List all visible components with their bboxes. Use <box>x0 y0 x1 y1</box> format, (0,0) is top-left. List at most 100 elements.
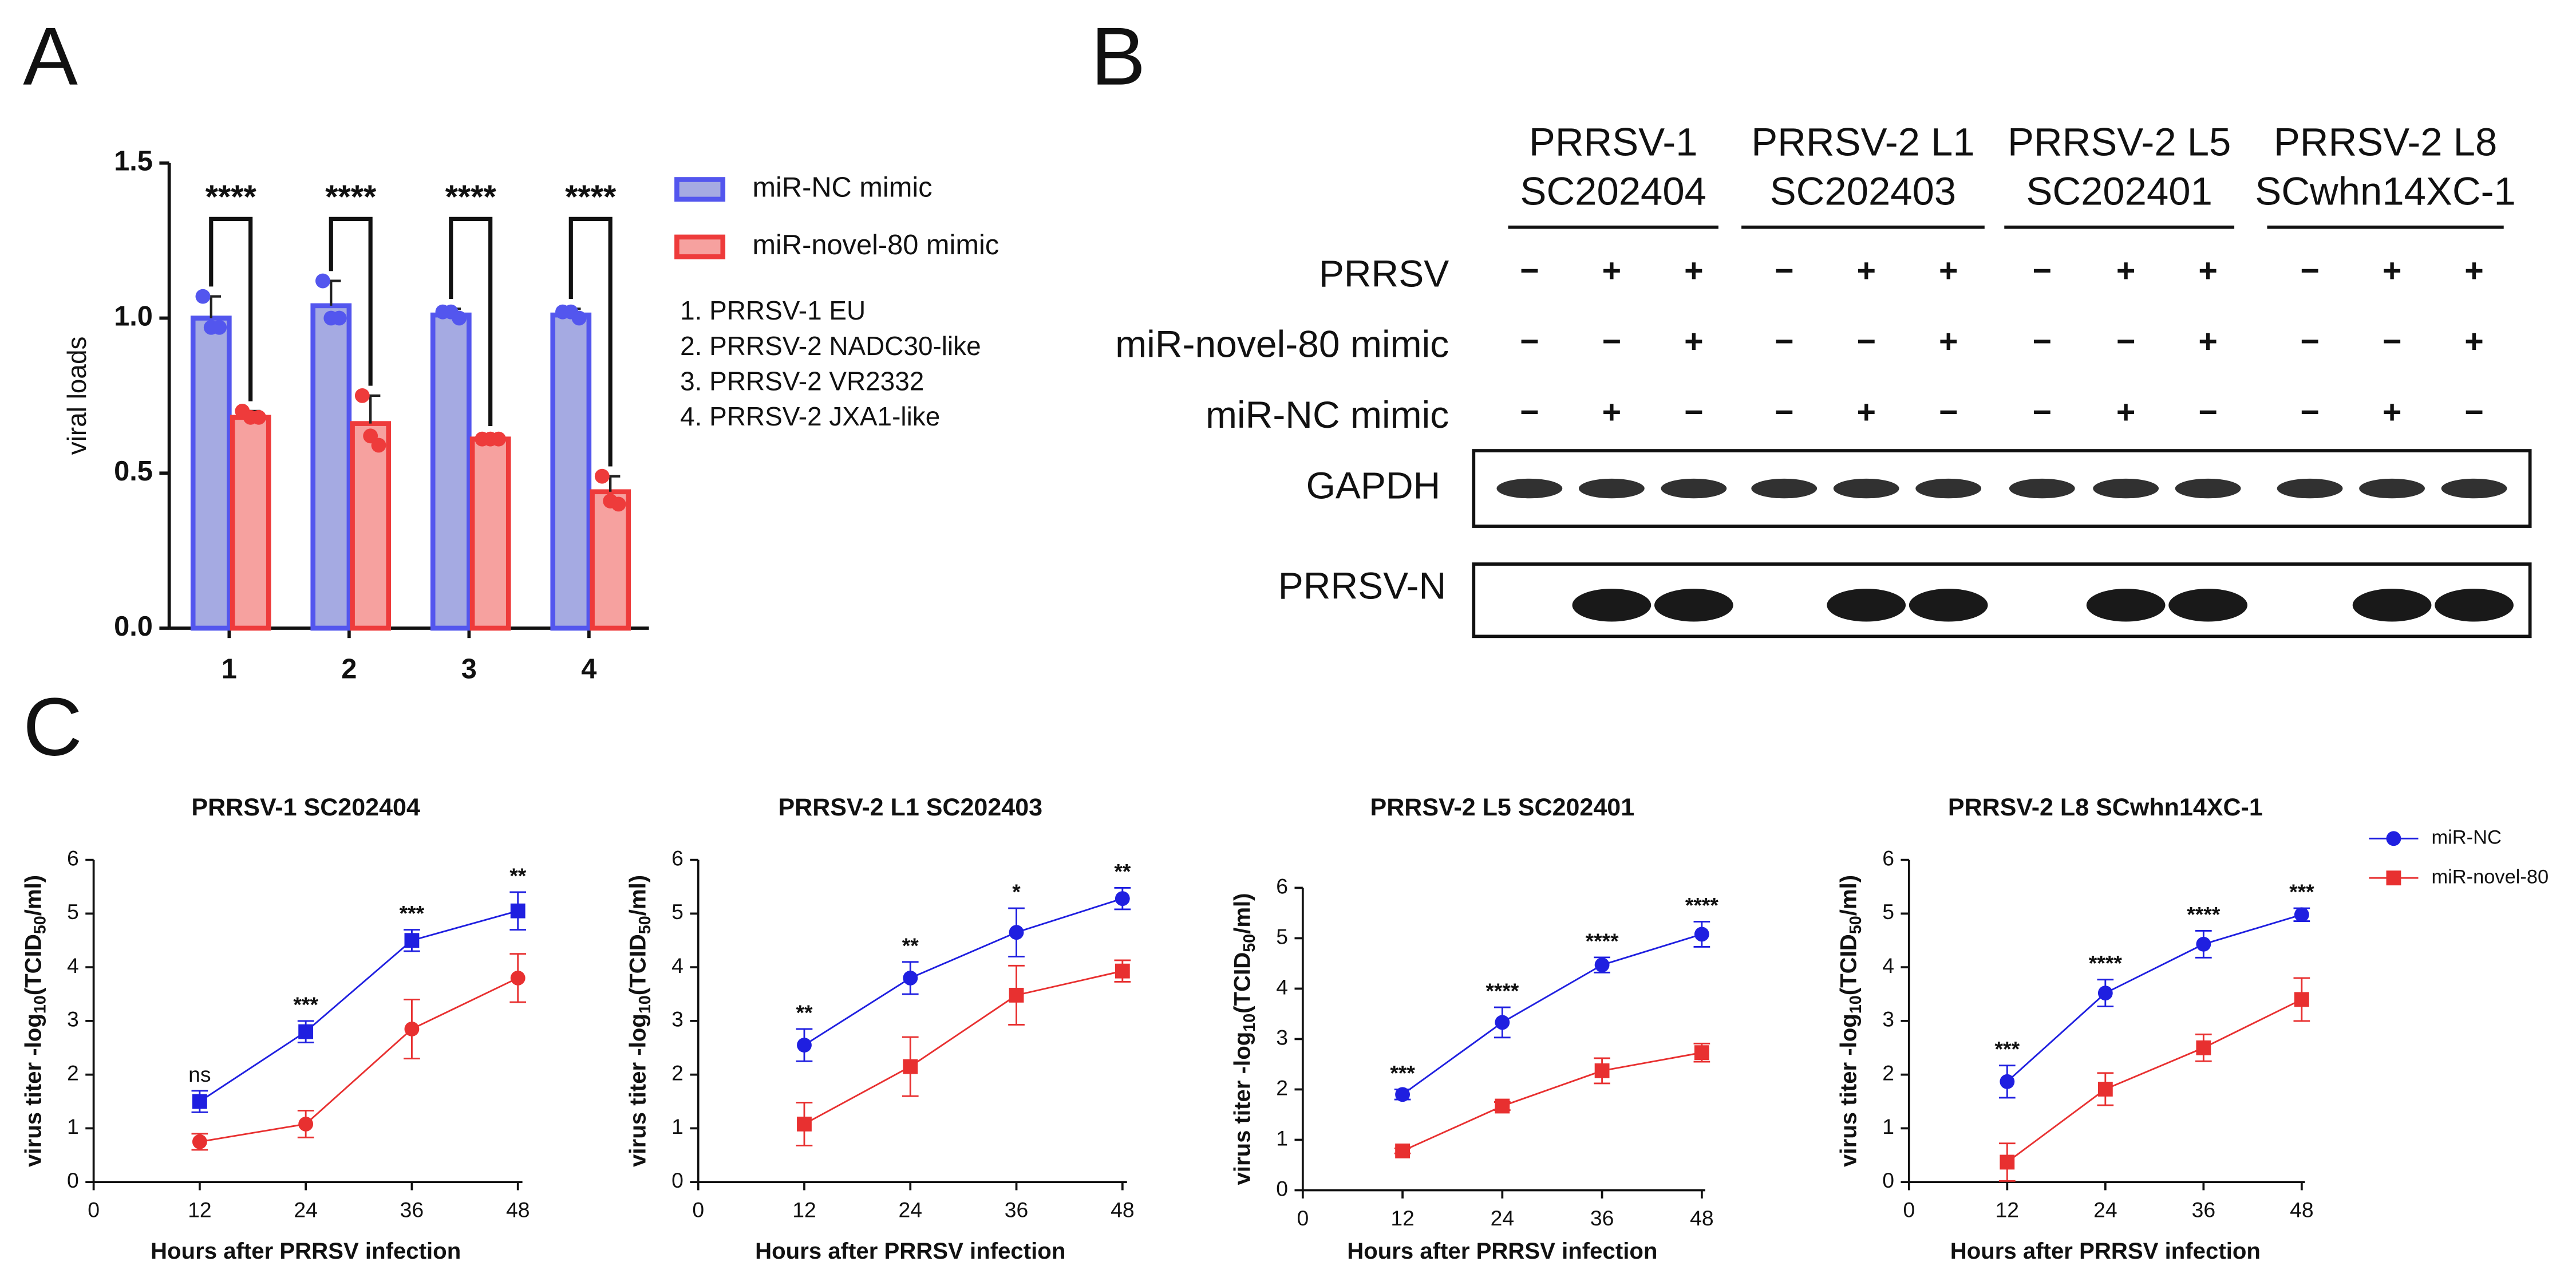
marker <box>2097 986 2113 1001</box>
x-tick-label: 12 <box>792 1198 816 1222</box>
x-tick-label: 48 <box>1111 1198 1135 1222</box>
y-tick-label: 4 <box>671 953 683 977</box>
marker <box>2000 1154 2015 1170</box>
note: 2. PRRSV-2 NADC30-like <box>680 331 981 361</box>
sign: − <box>1856 324 1876 360</box>
marker <box>1495 1015 1510 1030</box>
sign: − <box>1520 324 1539 360</box>
y-tick-label: 6 <box>1882 846 1894 870</box>
note: 4. PRRSV-2 JXA1-like <box>680 401 940 431</box>
sign: − <box>2033 253 2052 289</box>
significance-label: *** <box>293 992 318 1016</box>
marker <box>1115 963 1130 979</box>
marker <box>1594 1063 1610 1078</box>
group-label: SC202401 <box>2026 170 2212 214</box>
band <box>2359 478 2425 499</box>
marker <box>2000 1074 2015 1089</box>
band <box>1909 589 1988 622</box>
y-axis-label-part: virus titer -log <box>625 1014 650 1167</box>
marker <box>510 970 526 986</box>
marker <box>2196 1040 2211 1055</box>
x-tick-label: 48 <box>1690 1206 1714 1230</box>
chart-title: PRRSV-2 L8 SCwhn14XC-1 <box>1948 794 2263 821</box>
y-axis-label-part: 10 <box>635 995 654 1014</box>
marker <box>2294 907 2309 923</box>
x-tick-label: 2 <box>341 653 357 684</box>
y-axis-label-part: (TCID <box>20 934 46 995</box>
x-tick-label: 24 <box>899 1198 923 1222</box>
y-axis-label-part: 50 <box>1240 934 1259 952</box>
sign: − <box>2464 394 2484 431</box>
data-point <box>251 409 266 425</box>
y-axis-label-part: 50 <box>31 916 49 934</box>
y-tick-label: 1 <box>67 1114 79 1138</box>
series-line <box>804 970 1123 1125</box>
significance-label: *** <box>1390 1061 1415 1085</box>
significance-label: **** <box>445 179 497 215</box>
data-point <box>371 437 386 453</box>
y-tick-label: 1 <box>1882 1114 1894 1138</box>
chart-title: PRRSV-2 L1 SC202403 <box>778 794 1042 821</box>
legend-swatch <box>674 234 726 259</box>
significance-bracket <box>568 216 613 467</box>
sign: + <box>1856 394 1876 431</box>
band <box>2168 589 2248 622</box>
panel-label: C <box>23 681 82 773</box>
band <box>1496 478 1563 499</box>
sign: − <box>2383 324 2402 360</box>
data-point <box>331 310 347 326</box>
data-point <box>491 431 506 447</box>
band <box>1751 478 1818 499</box>
legend-swatch <box>674 177 726 202</box>
bar <box>230 415 271 631</box>
y-axis-label-part: (TCID <box>625 934 650 995</box>
y-tick-label: 0.5 <box>114 456 153 487</box>
x-tick-label: 24 <box>2093 1198 2117 1222</box>
significance-label: **** <box>2187 902 2221 926</box>
marker <box>1694 927 1709 942</box>
sign: + <box>1939 253 1958 289</box>
y-axis-label: virus titer -log10(TCID50/ml) <box>625 875 654 1167</box>
sign: − <box>2300 324 2320 360</box>
x-tick-label: 12 <box>188 1198 212 1222</box>
row-label: PRRSV <box>1319 252 1449 294</box>
series-line <box>199 977 519 1143</box>
significance-bracket <box>449 216 493 427</box>
significance-label: **** <box>1685 893 1719 917</box>
y-axis-label: viral loads <box>62 337 92 455</box>
y-tick-label: 1.5 <box>114 146 153 177</box>
y-tick-label: 5 <box>67 900 79 924</box>
sign: − <box>1775 253 1794 289</box>
marker <box>903 970 918 986</box>
x-tick-label: 12 <box>1390 1206 1415 1230</box>
y-axis-label-part: virus titer -log <box>20 1014 46 1167</box>
y-axis-label-part: virus titer -log <box>1229 1032 1255 1185</box>
bar <box>310 303 352 631</box>
significance-bracket <box>329 216 373 386</box>
bar <box>430 312 472 631</box>
chart-title: PRRSV-1 SC202404 <box>191 794 420 821</box>
sign: − <box>2116 324 2136 360</box>
sign: + <box>1939 324 1958 360</box>
legend-label: miR-NC mimic <box>752 172 932 203</box>
marker <box>192 1094 207 1109</box>
y-tick-label: 5 <box>1276 924 1288 948</box>
y-tick-label: 6 <box>671 846 683 870</box>
marker <box>404 933 420 948</box>
band <box>1578 478 1645 499</box>
data-point <box>594 468 610 484</box>
group-label: SC202404 <box>1520 170 1706 214</box>
sign: − <box>1775 324 1794 360</box>
sign: − <box>2198 394 2218 431</box>
x-tick-label: 12 <box>1996 1198 2020 1222</box>
marker <box>1009 925 1024 940</box>
sign: + <box>2383 394 2402 431</box>
marker <box>298 1116 314 1132</box>
y-tick-label: 3 <box>1276 1025 1288 1049</box>
band <box>2352 589 2432 622</box>
significance-label: **** <box>2089 951 2123 975</box>
sign: + <box>1684 324 1704 360</box>
band <box>2277 478 2343 499</box>
significance-label: **** <box>565 179 617 215</box>
